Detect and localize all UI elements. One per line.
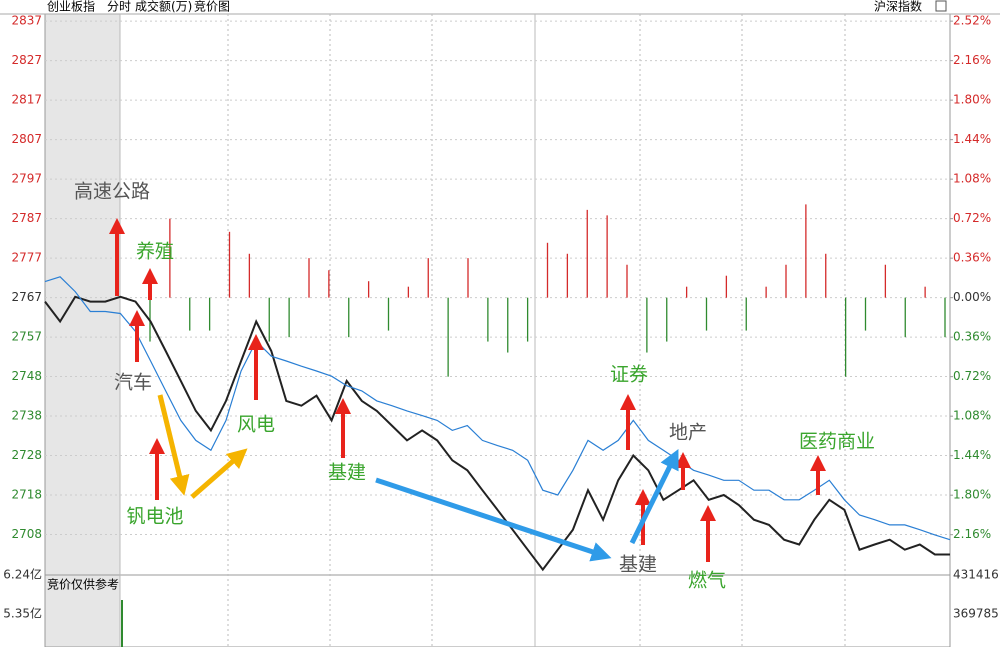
- y-tick-label: 2827: [11, 53, 42, 67]
- annotation: 风电: [237, 414, 275, 436]
- y2-tick-label: 1.08%: [953, 409, 991, 423]
- y2-tick-label: 2.52%: [953, 14, 991, 28]
- y-tick-label: 2757: [11, 330, 42, 344]
- y-tick-label: 2718: [11, 488, 42, 502]
- y2-tick-label: 0.72%: [953, 211, 991, 225]
- annotation: 证券: [610, 364, 648, 386]
- series-line: [44, 295, 950, 572]
- annotation: 地产: [669, 422, 707, 444]
- y-tick-label: 2708: [11, 527, 42, 541]
- y2-tick-label: 0.36%: [953, 251, 991, 265]
- arrow: [629, 449, 679, 545]
- lower-y2-tick-label: 431416: [953, 568, 999, 582]
- volume-label: 成交额(万): [135, 0, 192, 14]
- arrow: [190, 448, 248, 499]
- annotation: 基建: [328, 462, 366, 484]
- lower-y-tick-label: 5.35亿: [3, 606, 42, 621]
- y2-tick-label: 1.80%: [953, 488, 991, 502]
- annotation: 高速公路: [74, 181, 150, 203]
- index-name: 创业板指: [47, 0, 95, 14]
- annotation: 医药商业: [799, 431, 875, 453]
- y2-tick-label: 2.16%: [953, 527, 991, 541]
- mode: 分时: [107, 0, 131, 14]
- lower-y2-tick-label: 369785: [953, 607, 999, 621]
- reference-label[interactable]: 沪深指数: [874, 0, 922, 14]
- y-tick-label: 2767: [11, 290, 42, 304]
- y2-tick-label: 1.08%: [953, 172, 991, 186]
- arrow: [375, 477, 612, 562]
- annotation: 钒电池: [126, 506, 183, 528]
- checkbox[interactable]: [935, 0, 947, 12]
- arrow: [157, 394, 190, 496]
- y2-tick-label: 2.16%: [953, 53, 991, 67]
- y-tick-label: 2728: [11, 448, 42, 462]
- y2-tick-label: 1.44%: [953, 448, 991, 462]
- y-tick-label: 2787: [11, 211, 42, 225]
- y2-tick-label: 1.80%: [953, 93, 991, 107]
- y-tick-label: 2748: [11, 369, 42, 383]
- y2-tick-label: 1.44%: [953, 132, 991, 146]
- y-tick-label: 2837: [11, 14, 42, 28]
- y-tick-label: 2777: [11, 251, 42, 265]
- y-tick-label: 2817: [11, 93, 42, 107]
- y2-tick-label: 0.00%: [953, 290, 991, 304]
- y-tick-label: 2807: [11, 132, 42, 146]
- lower-panel-title: 竞价仅供参考: [47, 577, 119, 592]
- y-tick-label: 2738: [11, 409, 42, 423]
- auction-area: [45, 14, 120, 647]
- annotation: 汽车: [114, 372, 152, 394]
- lower-y-tick-label: 6.24亿: [3, 567, 42, 582]
- annotation: 燃气: [688, 570, 726, 592]
- series-line: [44, 276, 951, 541]
- plot-frame: [44, 13, 951, 647]
- auction-label: 竞价图: [194, 0, 230, 14]
- annotation: 养殖: [136, 241, 174, 263]
- y-tick-label: 2797: [11, 172, 42, 186]
- annotation: 基建: [619, 554, 657, 576]
- y2-tick-label: 0.36%: [953, 330, 991, 344]
- y2-tick-label: 0.72%: [953, 369, 991, 383]
